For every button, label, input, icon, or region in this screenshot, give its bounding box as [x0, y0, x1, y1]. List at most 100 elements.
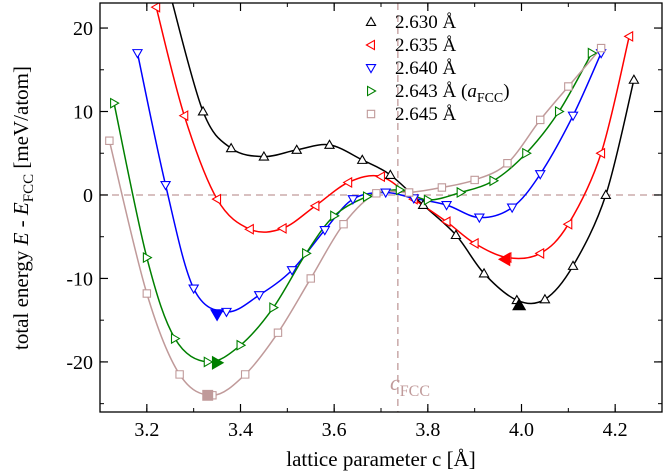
data-point [178, 110, 189, 122]
data-point [595, 147, 606, 159]
data-point [450, 229, 462, 240]
legend-label-part: 2.640 Å [395, 58, 457, 79]
data-point [441, 200, 453, 211]
legend-marker-3 [367, 85, 377, 97]
data-point [456, 186, 467, 199]
data-point [372, 189, 381, 198]
data-point [362, 191, 373, 203]
legend-label-part: FCC [477, 91, 503, 106]
legend-label-part: 2.630 Å [395, 12, 457, 33]
legend-marker-4 [366, 109, 376, 119]
legend-label-1: 2.635 Å [395, 35, 457, 56]
data-point [302, 247, 312, 259]
legend-label-0: 2.630 Å [395, 12, 457, 33]
data-point [567, 111, 579, 122]
x-tick-label: 4.0 [509, 419, 534, 441]
x-axis-title: lattice parameter c [Å] [286, 447, 475, 471]
series-line-1 [155, 6, 630, 260]
minimum-marker-4 [202, 389, 214, 401]
data-point [347, 195, 359, 205]
legend-label-part: 2.645 Å [395, 104, 457, 125]
data-point [175, 370, 184, 379]
data-point [534, 170, 546, 180]
data-point [160, 180, 172, 191]
data-point [536, 115, 545, 125]
data-point [110, 97, 120, 109]
data-point [384, 169, 396, 179]
y-tick-label: 10 [73, 102, 93, 124]
data-point [468, 237, 479, 249]
data-point [105, 136, 114, 145]
legend-label-3: 2.643 Å (aFCC) [395, 81, 510, 106]
y-tick-label: 0 [83, 185, 93, 207]
y-tick-label: -10 [66, 268, 93, 290]
y-axis-title-part: total energy [9, 245, 33, 350]
data-point [330, 210, 340, 222]
minimum-marker-1 [497, 252, 511, 267]
legend: 2.630 Å2.635 Å2.640 Å2.643 Å (aFCC)2.645… [365, 12, 510, 125]
data-point [473, 213, 485, 224]
minimum-marker-2 [210, 309, 225, 322]
x-tick-label: 3.6 [322, 419, 347, 441]
y-axis-title-var: E [9, 202, 33, 216]
data-point [470, 175, 479, 185]
data-point [273, 328, 283, 337]
legend-label-4: 2.645 Å [395, 104, 457, 125]
legend-marker-1 [365, 39, 375, 51]
data-point [188, 284, 200, 295]
data-point [423, 194, 434, 206]
data-point [339, 219, 348, 229]
data-point [380, 188, 392, 199]
data-point [600, 189, 612, 199]
data-point [131, 49, 144, 59]
data-point [253, 291, 265, 301]
data-point [356, 154, 368, 164]
y-axis-title-part: - [9, 215, 33, 233]
y-tick-label: 20 [73, 18, 93, 40]
data-point [395, 184, 406, 196]
c-fcc-annotation: cFCC [390, 370, 430, 400]
data-point [342, 176, 353, 189]
data-point [440, 216, 451, 228]
c-fcc-annotation-base: c [390, 370, 400, 395]
data-point [506, 203, 518, 214]
reference-lines [100, 3, 662, 412]
data-point [306, 274, 315, 283]
x-tick-label: 3.2 [134, 419, 159, 441]
legend-label-part: 2.643 Å ( [395, 81, 467, 102]
data-point [225, 142, 237, 153]
legend-marker-0 [365, 16, 377, 26]
data-point [408, 194, 420, 205]
data-point [150, 3, 161, 13]
data-point [211, 193, 222, 205]
data-point [437, 183, 447, 192]
data-point [269, 302, 279, 314]
axis-ticks: 3.2 3.4 3.6 3.8 4.0 4.2 -20 -10 0 10 20 [66, 3, 663, 441]
legend-label-part: 2.635 Å [395, 35, 457, 56]
data-point [240, 370, 250, 379]
minimum-marker-0 [512, 297, 527, 311]
data-point [534, 247, 545, 259]
data-point [375, 171, 385, 183]
y-axis-title-part: [meV/atom] [9, 66, 33, 174]
data-point [276, 222, 287, 234]
data-point [220, 307, 232, 318]
legend-label-part: a [467, 81, 477, 102]
data-point [258, 150, 270, 161]
data-point [319, 226, 331, 236]
data-point [309, 200, 320, 212]
data-point [564, 82, 573, 91]
data-point [478, 267, 490, 278]
c-fcc-annotation-sub: FCC [400, 383, 430, 400]
legend-label-part: ) [503, 81, 509, 102]
data-point [562, 218, 573, 230]
x-tick-label: 3.8 [415, 419, 440, 441]
data-point [197, 105, 209, 116]
data-point [539, 293, 551, 304]
data-point [323, 139, 336, 149]
data-point [203, 356, 214, 368]
data-point [628, 74, 640, 84]
data-point [404, 188, 414, 197]
y-axis-title: total energy E - EFCC [meV/atom] [9, 66, 37, 350]
